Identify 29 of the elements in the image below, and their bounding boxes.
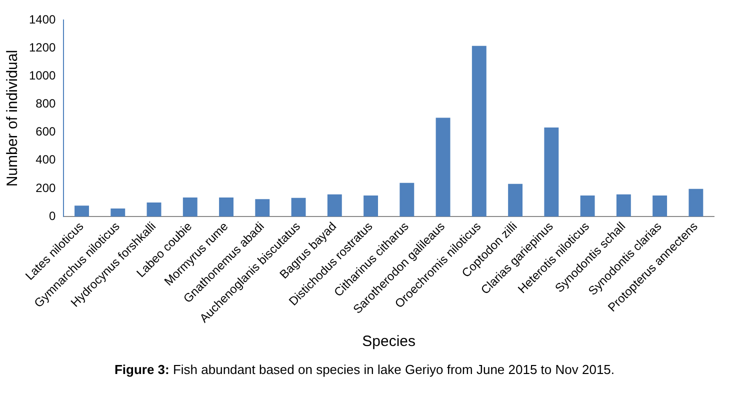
bar xyxy=(219,197,234,217)
bar xyxy=(146,202,162,217)
bar xyxy=(255,199,270,217)
caption: Figure 3: Fish abundant based on species in lake Geriyo from June 2015 to Nov 2015. xyxy=(113,362,616,377)
bar xyxy=(364,196,378,217)
bar xyxy=(652,196,668,217)
bar xyxy=(472,46,486,217)
bar xyxy=(327,194,342,217)
y-tick-label: 200 xyxy=(36,180,56,195)
y-tick-label: 1200 xyxy=(28,40,56,54)
bar xyxy=(74,206,89,217)
y-tick-label: 400 xyxy=(36,152,56,167)
y-tick-label: 1400 xyxy=(28,12,56,26)
bar xyxy=(400,182,414,217)
bar xyxy=(436,118,450,217)
bar xyxy=(580,196,595,217)
x-axis-title: Species xyxy=(362,333,416,350)
bar xyxy=(688,188,704,217)
bar xyxy=(291,198,306,217)
bar xyxy=(110,208,126,217)
bar xyxy=(182,197,198,217)
bar xyxy=(616,194,631,217)
bar xyxy=(544,128,559,217)
y-tick-label: 1000 xyxy=(28,68,56,82)
y-axis-title: Number of individual xyxy=(4,50,22,187)
y-tick-label: 600 xyxy=(36,124,56,139)
y-tick-label: 0 xyxy=(49,208,56,223)
y-tick-label: 800 xyxy=(36,96,56,111)
bar xyxy=(508,184,523,217)
